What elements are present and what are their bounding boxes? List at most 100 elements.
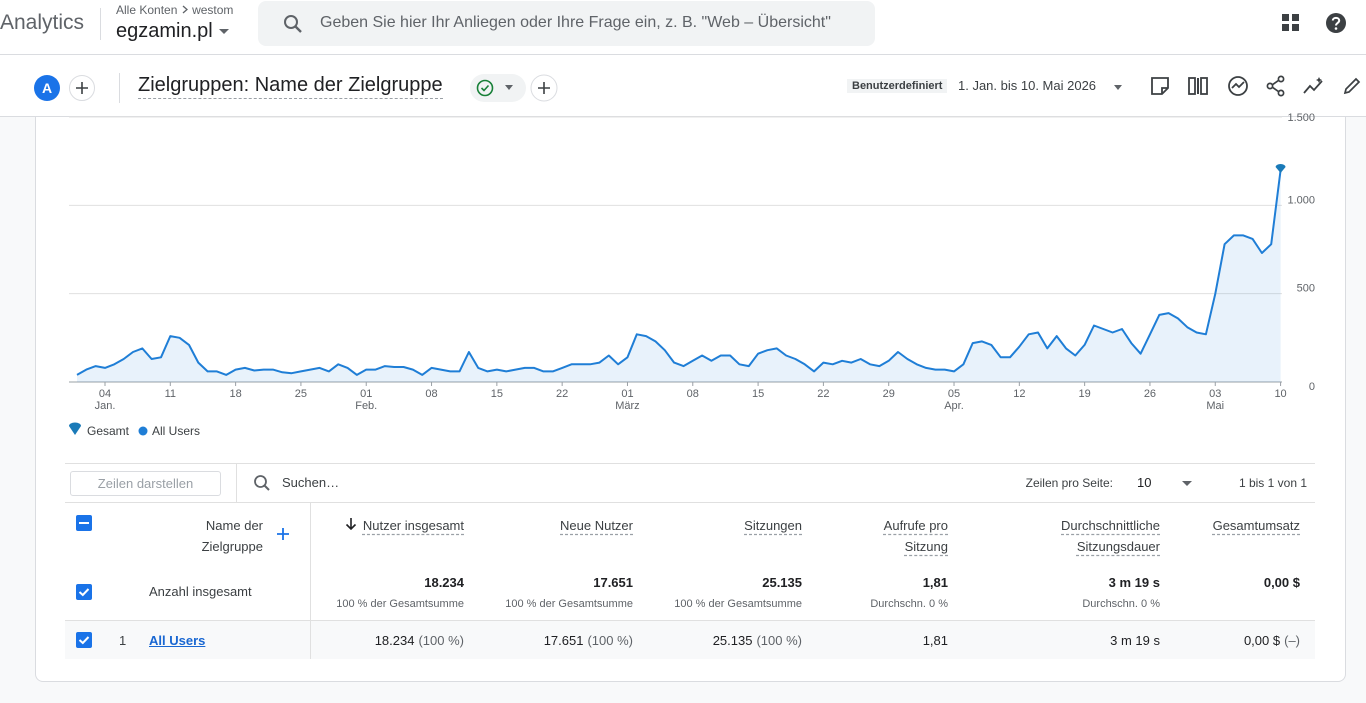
row-divider bbox=[65, 620, 1315, 621]
column-header-label[interactable]: Nutzer insgesamt bbox=[362, 518, 464, 533]
column-header[interactable]: Name der Zielgruppe bbox=[183, 515, 263, 557]
cell-value: 17.651 bbox=[543, 633, 584, 648]
search-placeholder[interactable]: Geben Sie hier Ihr Anliegen oder Ihre Fr… bbox=[320, 14, 831, 31]
date-range[interactable]: 1. Jan. bis 10. Mai 2026 bbox=[958, 78, 1097, 93]
checkbox[interactable] bbox=[76, 632, 92, 648]
total-note: 100 % der Gesamtsumme bbox=[674, 598, 802, 610]
total-value: 25.135 bbox=[762, 575, 802, 590]
x-tick-month: Apr. bbox=[944, 400, 964, 412]
apps-icon[interactable] bbox=[1281, 13, 1301, 33]
y-tick-label: 1.000 bbox=[1287, 194, 1315, 206]
table-search[interactable]: Suchen… bbox=[282, 475, 340, 490]
status-chip[interactable] bbox=[470, 74, 526, 102]
dropdown-icon[interactable] bbox=[1182, 480, 1192, 487]
share-icon[interactable] bbox=[1265, 75, 1287, 97]
total-note: Durchschn. 0 % bbox=[870, 598, 948, 610]
x-tick-month: März bbox=[615, 400, 639, 412]
x-tick-label: 26 bbox=[1144, 388, 1156, 400]
product-name: Analytics bbox=[0, 11, 85, 34]
row-background bbox=[65, 621, 1315, 659]
column-header-label[interactable]: Name der Zielgruppe bbox=[201, 518, 263, 554]
row-name-link[interactable]: All Users bbox=[149, 633, 206, 648]
dropdown-icon[interactable] bbox=[1113, 84, 1123, 92]
check-icon bbox=[476, 79, 494, 97]
column-header[interactable]: Gesamtumsatz bbox=[1180, 515, 1300, 536]
column-header[interactable]: Aufrufe pro Sitzung bbox=[858, 515, 948, 557]
add-icon[interactable] bbox=[529, 73, 559, 103]
top-bar: Analytics Alle Konten westom egzamin.pl … bbox=[0, 0, 1366, 55]
sort-icon[interactable] bbox=[345, 518, 357, 531]
add-comparison-icon[interactable] bbox=[68, 74, 96, 102]
trend-icon[interactable] bbox=[1302, 75, 1326, 97]
column-header[interactable]: Neue Nutzer bbox=[483, 515, 633, 536]
column-header-label[interactable]: Neue Nutzer bbox=[560, 518, 633, 533]
legend-label: All Users bbox=[152, 424, 200, 438]
x-tick-month: Feb. bbox=[355, 400, 377, 412]
annotation-icon[interactable] bbox=[1150, 76, 1170, 96]
insights-icon[interactable] bbox=[1227, 75, 1249, 97]
search-box[interactable]: Geben Sie hier Ihr Anliegen oder Ihre Fr… bbox=[258, 1, 875, 46]
x-tick-label: 25 bbox=[295, 388, 307, 400]
cell-value: 18.234 bbox=[374, 633, 415, 648]
legend-label: Gesamt bbox=[87, 424, 130, 438]
column-header[interactable]: Durchschnittliche Sitzungsdauer bbox=[1040, 515, 1160, 557]
cell-share: (100 %) bbox=[756, 633, 802, 648]
x-tick-month: Mai bbox=[1206, 400, 1224, 412]
property-name[interactable]: egzamin.pl bbox=[116, 20, 213, 42]
date-label[interactable]: Benutzerdefiniert bbox=[847, 79, 948, 93]
column-header[interactable]: Nutzer insgesamt bbox=[314, 515, 464, 536]
column-header-label[interactable]: Aufrufe pro Sitzung bbox=[883, 518, 948, 554]
divider bbox=[236, 464, 237, 502]
x-tick-label: 04 bbox=[99, 388, 111, 400]
breadcrumb-item[interactable]: Alle Konten bbox=[116, 3, 178, 17]
cell-value: 3 m 19 s bbox=[1110, 633, 1160, 648]
breadcrumb-item[interactable]: westom bbox=[192, 3, 234, 17]
x-tick-label: 18 bbox=[229, 388, 241, 400]
avatar[interactable]: A bbox=[34, 75, 60, 101]
x-tick-label: 03 bbox=[1209, 388, 1221, 400]
dropdown-icon bbox=[219, 29, 230, 34]
chevron-icon bbox=[182, 5, 188, 14]
search-icon bbox=[254, 475, 270, 491]
property-selector[interactable]: egzamin.pl bbox=[116, 20, 230, 43]
column-header-label[interactable]: Sitzungen bbox=[744, 518, 802, 533]
total-note: Durchschn. 0 % bbox=[1082, 598, 1160, 610]
column-header-label[interactable]: Gesamtumsatz bbox=[1212, 518, 1300, 533]
total-value: 18.234 bbox=[424, 575, 464, 590]
x-tick-label: 29 bbox=[883, 388, 895, 400]
show-rows-button[interactable]: Zeilen darstellen bbox=[70, 471, 221, 496]
column-header-label[interactable]: Durchschnittliche Sitzungsdauer bbox=[1061, 518, 1160, 554]
legend-swatch bbox=[138, 426, 148, 436]
total-value: 0,00 $ bbox=[1263, 575, 1300, 590]
add-dimension-icon[interactable] bbox=[276, 527, 290, 541]
column-header[interactable]: Sitzungen bbox=[652, 515, 802, 536]
x-tick-label: 11 bbox=[165, 388, 176, 400]
total-note: 100 % der Gesamtsumme bbox=[505, 598, 633, 610]
edit-icon[interactable] bbox=[1342, 76, 1362, 96]
y-tick-label: 1.500 bbox=[1287, 112, 1315, 124]
cell-value: 0,00 $ bbox=[1243, 633, 1281, 648]
line bbox=[76, 169, 1282, 376]
total-marker bbox=[1275, 164, 1286, 173]
cell: 18.234 (100 %) bbox=[304, 633, 464, 648]
cell: 0,00 $ (–) bbox=[1140, 633, 1300, 648]
x-tick-label: 12 bbox=[1013, 388, 1025, 400]
compare-icon[interactable] bbox=[1187, 76, 1209, 96]
y-tick-label: 500 bbox=[1297, 283, 1315, 295]
report-title[interactable]: Zielgruppen: Name der Zielgruppe bbox=[138, 74, 443, 99]
area bbox=[77, 170, 1281, 382]
checkbox-indeterminate[interactable] bbox=[76, 515, 92, 531]
row-index: 1 bbox=[119, 633, 127, 648]
y-tick-label: 0 bbox=[1309, 381, 1315, 393]
x-tick-label: 08 bbox=[425, 388, 437, 400]
rows-per-page[interactable]: 10 bbox=[1137, 475, 1152, 490]
divider bbox=[100, 8, 101, 40]
cell-share: (100 %) bbox=[418, 633, 464, 648]
column-divider bbox=[310, 621, 311, 659]
help-icon[interactable] bbox=[1325, 12, 1347, 34]
divider bbox=[119, 73, 120, 103]
checkbox[interactable] bbox=[76, 584, 92, 600]
breadcrumb[interactable]: Alle Konten westom bbox=[116, 3, 233, 17]
